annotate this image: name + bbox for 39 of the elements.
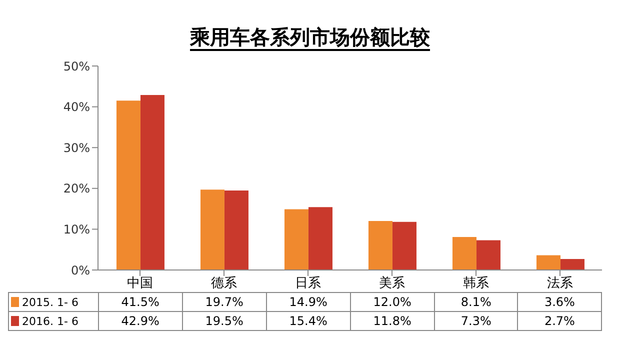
data-label: 14.9% [266, 292, 350, 312]
bar [200, 190, 224, 270]
data-label: 42.9% [98, 312, 182, 330]
bar [140, 94, 164, 270]
bar [452, 236, 476, 270]
x-tick-label: 美系 [379, 275, 405, 292]
y-tick-label: 40% [63, 100, 90, 114]
x-tick-label: 韩系 [463, 276, 489, 292]
y-tick-label: 0% [70, 263, 90, 278]
bar [536, 255, 560, 270]
data-label: 8.1% [434, 292, 518, 312]
bar [392, 222, 416, 270]
data-label: 41.5% [98, 292, 182, 312]
bar [224, 190, 248, 270]
bar [308, 207, 332, 270]
data-label: 3.6% [518, 292, 602, 312]
data-label: 19.7% [182, 292, 266, 312]
chart-title: 乘用车各系列市场份额比较 [190, 25, 430, 51]
data-label: 12.0% [350, 292, 434, 312]
x-tick-label: 德系 [211, 276, 237, 292]
data-label: 2.7% [518, 312, 602, 330]
bar [116, 100, 140, 270]
data-label: 11.8% [350, 312, 434, 330]
x-tick-label: 中国 [127, 276, 153, 292]
y-tick-label: 30% [63, 140, 90, 155]
legend-label: 2016. 1- 6 [21, 314, 78, 328]
bar [560, 258, 584, 270]
y-tick-label: 10% [63, 222, 90, 236]
data-label: 19.5% [182, 312, 266, 330]
bar [284, 209, 308, 270]
y-tick-label: 20% [63, 182, 90, 196]
bar [476, 240, 500, 270]
data-label: 7.3% [434, 312, 518, 330]
x-tick-label: 法系 [547, 276, 573, 292]
legend-label: 2015. 1- 6 [21, 296, 78, 308]
bar [368, 221, 392, 270]
data-label: 15.4% [266, 312, 350, 330]
y-tick-label: 50% [63, 59, 90, 74]
x-tick-label: 日系 [295, 276, 321, 292]
